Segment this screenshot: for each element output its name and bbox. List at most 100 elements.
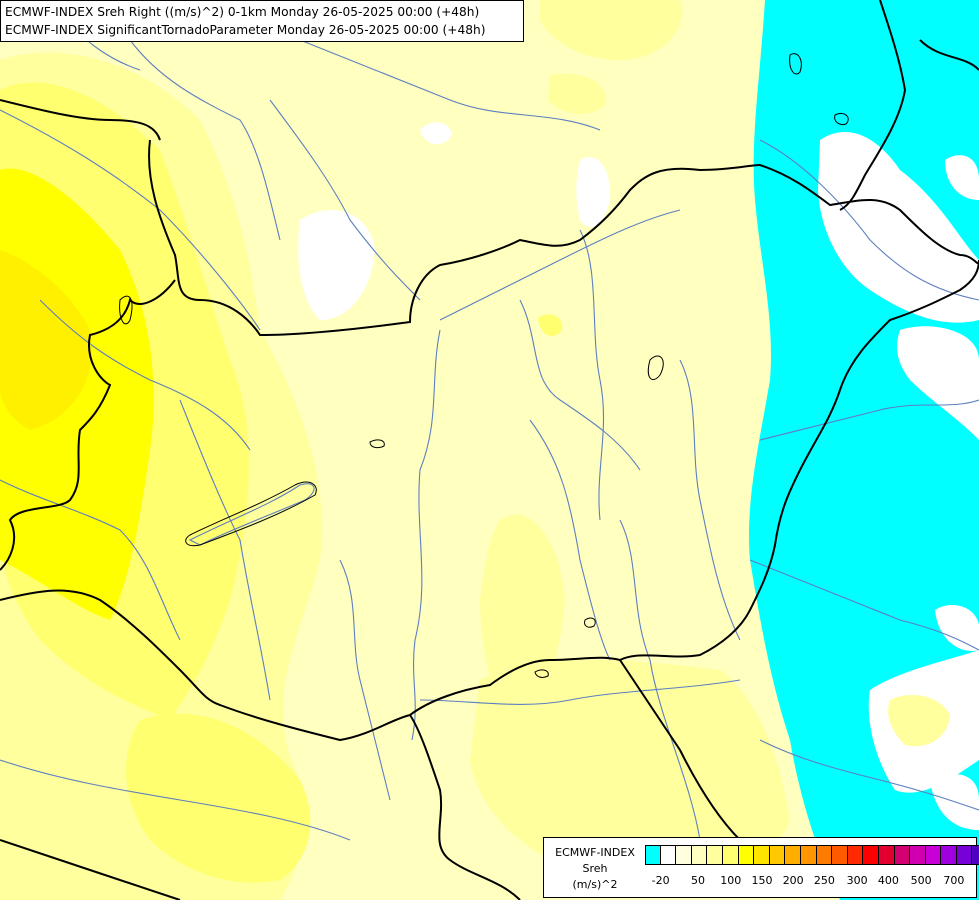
- border-romania-hungary: [619, 259, 979, 661]
- legend-tick-label: 50: [691, 874, 706, 887]
- lake-small-6: [534, 669, 549, 678]
- legend-title-line-2: Sreh: [582, 862, 608, 875]
- border-serbia-romania: [619, 659, 741, 841]
- legend-swatch: [800, 845, 817, 865]
- border-slovakia-hungary: [148, 139, 761, 337]
- legend-tick-label: 300: [846, 874, 868, 887]
- legend-color-bar: [645, 845, 979, 865]
- river-mid-1: [519, 299, 641, 471]
- legend-tick-label: 150: [751, 874, 773, 887]
- legend-tick-label: -20: [651, 874, 670, 887]
- legend-swatch: [754, 845, 770, 865]
- title-stp: ECMWF-INDEX SignificantTornadoParameter …: [5, 23, 486, 37]
- border-ukraine-east: [759, 164, 979, 265]
- river-tisza-west: [411, 329, 441, 741]
- legend-tick-labels: -20 50 100 150 200 250 300 400 500 700: [645, 874, 975, 890]
- river-mid-3: [529, 419, 611, 661]
- border-southwest: [0, 839, 181, 900]
- legend-swatch: [738, 845, 755, 865]
- legend-tick-label: 100: [720, 874, 742, 887]
- legend-swatch: [941, 845, 957, 865]
- legend-swatch: [660, 845, 677, 865]
- lake-small-3: [647, 355, 664, 380]
- legend-swatch: [863, 845, 879, 865]
- river-north-1: [269, 99, 421, 301]
- river-somes: [579, 229, 605, 521]
- river-south-1: [0, 759, 351, 841]
- legend-swatch: [785, 845, 801, 865]
- legend-tick-label: 700: [943, 874, 965, 887]
- river-mures: [419, 679, 741, 705]
- legend-swatch: [894, 845, 911, 865]
- legend-swatch: [691, 845, 708, 865]
- legend-tick-label: 400: [877, 874, 899, 887]
- border-austria-hungary: [0, 279, 176, 571]
- river-east-4: [759, 739, 979, 811]
- border-serbia: [409, 714, 521, 900]
- field-yellow-southeast-pocket: [888, 695, 950, 747]
- river-balaton: [188, 483, 315, 546]
- legend-title: ECMWF-INDEX Sreh (m/s)^2: [546, 845, 644, 893]
- legend-swatch: [910, 845, 926, 865]
- field-yellow-northmid: [548, 73, 606, 115]
- river-west-3: [179, 399, 271, 701]
- field-white-pool-1: [420, 122, 452, 145]
- border-northeast: [919, 39, 979, 71]
- river-north-3: [129, 39, 281, 241]
- river-olt: [619, 519, 701, 841]
- river-west-1: [0, 479, 181, 641]
- legend-swatch: [972, 845, 979, 865]
- lake-balaton: [185, 481, 317, 547]
- river-mid-2: [679, 359, 741, 641]
- field-white-east-2: [945, 155, 979, 200]
- legend-swatch: [847, 845, 864, 865]
- lake-small-2: [119, 295, 133, 325]
- field-white-east-1: [818, 131, 979, 323]
- field-yellow-north: [540, 0, 682, 60]
- legend-swatch: [832, 845, 848, 865]
- legend-swatch: [816, 845, 833, 865]
- river-west-2: [39, 299, 251, 451]
- river-east-1: [759, 139, 979, 301]
- river-tisza-upper: [439, 209, 681, 321]
- lake-small-1: [369, 439, 385, 449]
- legend-tick-label: 200: [782, 874, 804, 887]
- lakes-layer: [119, 53, 849, 678]
- color-legend: ECMWF-INDEX Sreh (m/s)^2 -20 50 100 150 200 2…: [543, 837, 979, 898]
- river-danube-west: [0, 109, 261, 331]
- legend-swatch: [722, 845, 739, 865]
- legend-tick-label: 500: [910, 874, 932, 887]
- legend-swatch: [645, 845, 661, 865]
- field-yellow-spot: [538, 314, 563, 336]
- legend-swatch: [769, 845, 786, 865]
- river-east-3: [749, 559, 979, 651]
- legend-tick-label: 250: [813, 874, 835, 887]
- field-yellow-west-peak: [0, 250, 92, 430]
- lake-small-7: [584, 617, 596, 628]
- field-white-east-4: [950, 378, 979, 430]
- border-croatia-hungary: [0, 589, 621, 742]
- river-south-2: [339, 559, 391, 801]
- lake-small-5: [834, 112, 849, 125]
- legend-swatch: [956, 845, 973, 865]
- field-white-north: [298, 210, 375, 320]
- field-white-southeast-3: [935, 605, 979, 651]
- border-north-west: [0, 99, 161, 141]
- map-title-box: ECMWF-INDEX Sreh Right ((m/s)^2) 0-1km M…: [0, 0, 524, 42]
- rivers-layer: [0, 9, 979, 841]
- legend-swatch: [707, 845, 723, 865]
- legend-swatch: [878, 845, 895, 865]
- field-yellow-south: [126, 713, 311, 883]
- title-sreh: ECMWF-INDEX Sreh Right ((m/s)^2) 0-1km M…: [5, 5, 480, 19]
- legend-swatch: [925, 845, 942, 865]
- field-yellow-southeast: [470, 660, 790, 880]
- border-ukraine-north: [839, 0, 907, 211]
- lake-small-4: [789, 53, 802, 75]
- legend-title-line-3: (m/s)^2: [572, 878, 618, 891]
- field-white-pool-2: [576, 156, 611, 228]
- river-east-2: [759, 399, 979, 441]
- legend-title-line-1: ECMWF-INDEX: [555, 846, 635, 859]
